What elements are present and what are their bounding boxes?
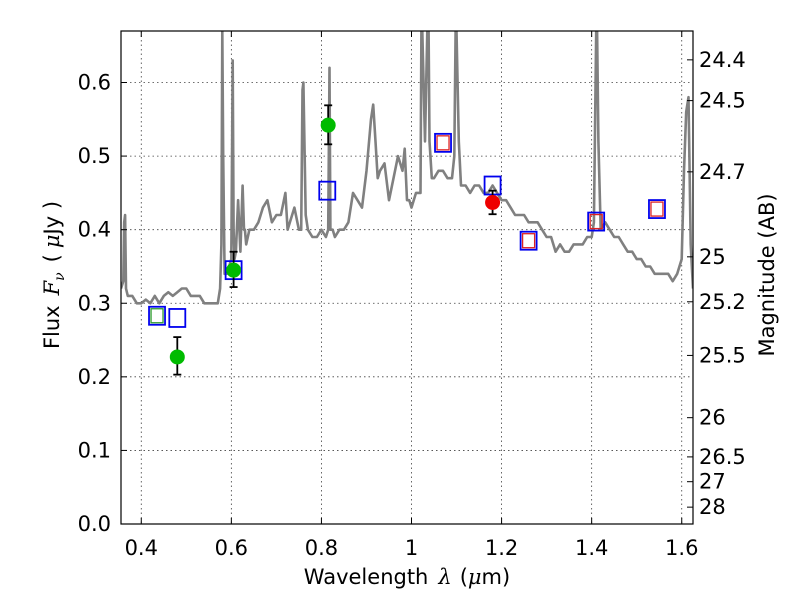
mag-tick-label: 25.2 xyxy=(699,290,746,314)
grid-lines xyxy=(121,31,693,525)
y-axis-title-paren: ( xyxy=(40,254,64,262)
measured-point xyxy=(320,117,336,133)
mag-tick-label: 26.5 xyxy=(699,445,746,469)
filter-square xyxy=(587,211,606,232)
model-band-square xyxy=(650,201,664,217)
x-axis-title-symbol: λ xyxy=(437,565,451,589)
mag-tick-label: 24.4 xyxy=(699,48,746,72)
y-tick-label: 0.4 xyxy=(78,218,111,242)
mag-tick-label: 26 xyxy=(699,406,726,430)
x-tick-marks: 0.4 0.6 0.8 1 1.2 1.4 1.6 xyxy=(125,31,698,560)
y-axis-title-unit: Jy ) xyxy=(40,201,64,237)
x-tick-label: 0.6 xyxy=(215,536,248,560)
y-tick-label: 0.0 xyxy=(78,512,111,536)
measured-point xyxy=(485,194,501,210)
x-axis-title-paren: ( xyxy=(460,565,468,589)
filter-square xyxy=(168,308,187,328)
x-tick-label: 0.8 xyxy=(305,536,338,560)
y-tick-label: 0.5 xyxy=(78,144,111,168)
y-axis-title-text: Flux xyxy=(40,305,64,349)
filter-square xyxy=(519,230,538,251)
y-axis-title-sub: ν xyxy=(52,272,68,281)
mag-tick-label: 25.5 xyxy=(699,343,746,367)
x-tick-label: 1.4 xyxy=(575,536,608,560)
y-axis-title-mu: μ xyxy=(40,234,64,248)
measured-point xyxy=(169,349,185,365)
mag-tick-label: 24.7 xyxy=(699,160,746,184)
filter-square xyxy=(148,305,166,326)
marker-layer xyxy=(148,104,666,376)
spectrum-line xyxy=(121,31,693,305)
model-band-square xyxy=(521,233,536,249)
mag-tick-label: 24.5 xyxy=(699,89,746,113)
y-axis-title: Flux Fν ( μJy ) xyxy=(40,201,68,349)
model-band-square xyxy=(589,213,603,230)
x-tick-label: 1.6 xyxy=(665,536,698,560)
plot-frame xyxy=(120,30,694,525)
y-tick-marks: 0.0 0.1 0.2 0.3 0.4 0.5 0.6 xyxy=(78,71,127,536)
x-tick-label: 1 xyxy=(405,536,418,560)
filter-square xyxy=(318,180,337,201)
x-axis-title-unit: m) xyxy=(482,565,511,589)
x-tick-label: 1.2 xyxy=(485,536,518,560)
filter-square xyxy=(648,199,666,219)
y-tick-label: 0.2 xyxy=(78,365,111,389)
x-tick-label: 0.4 xyxy=(125,536,158,560)
spectrum-layer xyxy=(121,31,693,305)
y-tick-label: 0.1 xyxy=(78,438,111,462)
filter-square xyxy=(434,132,452,153)
mag-tick-label: 25 xyxy=(699,245,726,269)
y-tick-label: 0.6 xyxy=(78,71,111,95)
mag-tick-label: 28 xyxy=(699,495,726,519)
y2-axis-title: Magnitude (AB) xyxy=(755,193,779,356)
x-axis-title: Wavelength λ (μm) xyxy=(304,565,510,589)
model-band-square xyxy=(436,135,450,151)
x-axis-title-mu: μ xyxy=(468,565,482,589)
x-axis-title-text: Wavelength xyxy=(304,565,429,589)
mag-tick-label: 27 xyxy=(699,470,726,494)
model-band-square xyxy=(150,308,164,324)
y-axis-title-symbol: F xyxy=(40,279,64,296)
measured-point xyxy=(226,262,242,278)
y-tick-label: 0.3 xyxy=(78,291,111,315)
